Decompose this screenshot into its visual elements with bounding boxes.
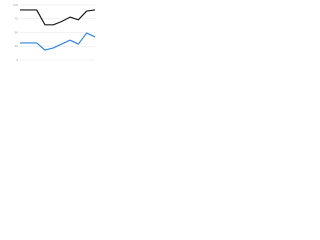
- y-tick-label: 25: [15, 44, 19, 48]
- y-tick-label: 50: [15, 30, 19, 34]
- y-tick-label: 0: [16, 58, 18, 62]
- y-tick-label: 100: [13, 3, 18, 7]
- y-tick-label: 75: [15, 17, 19, 21]
- chart: 0 25 50 75 100: [13, 3, 96, 62]
- page: {"chart_data": {"type": "line", "x": [1,…: [0, 0, 100, 71]
- series-line: [20, 9, 96, 26]
- series-line: [20, 32, 96, 51]
